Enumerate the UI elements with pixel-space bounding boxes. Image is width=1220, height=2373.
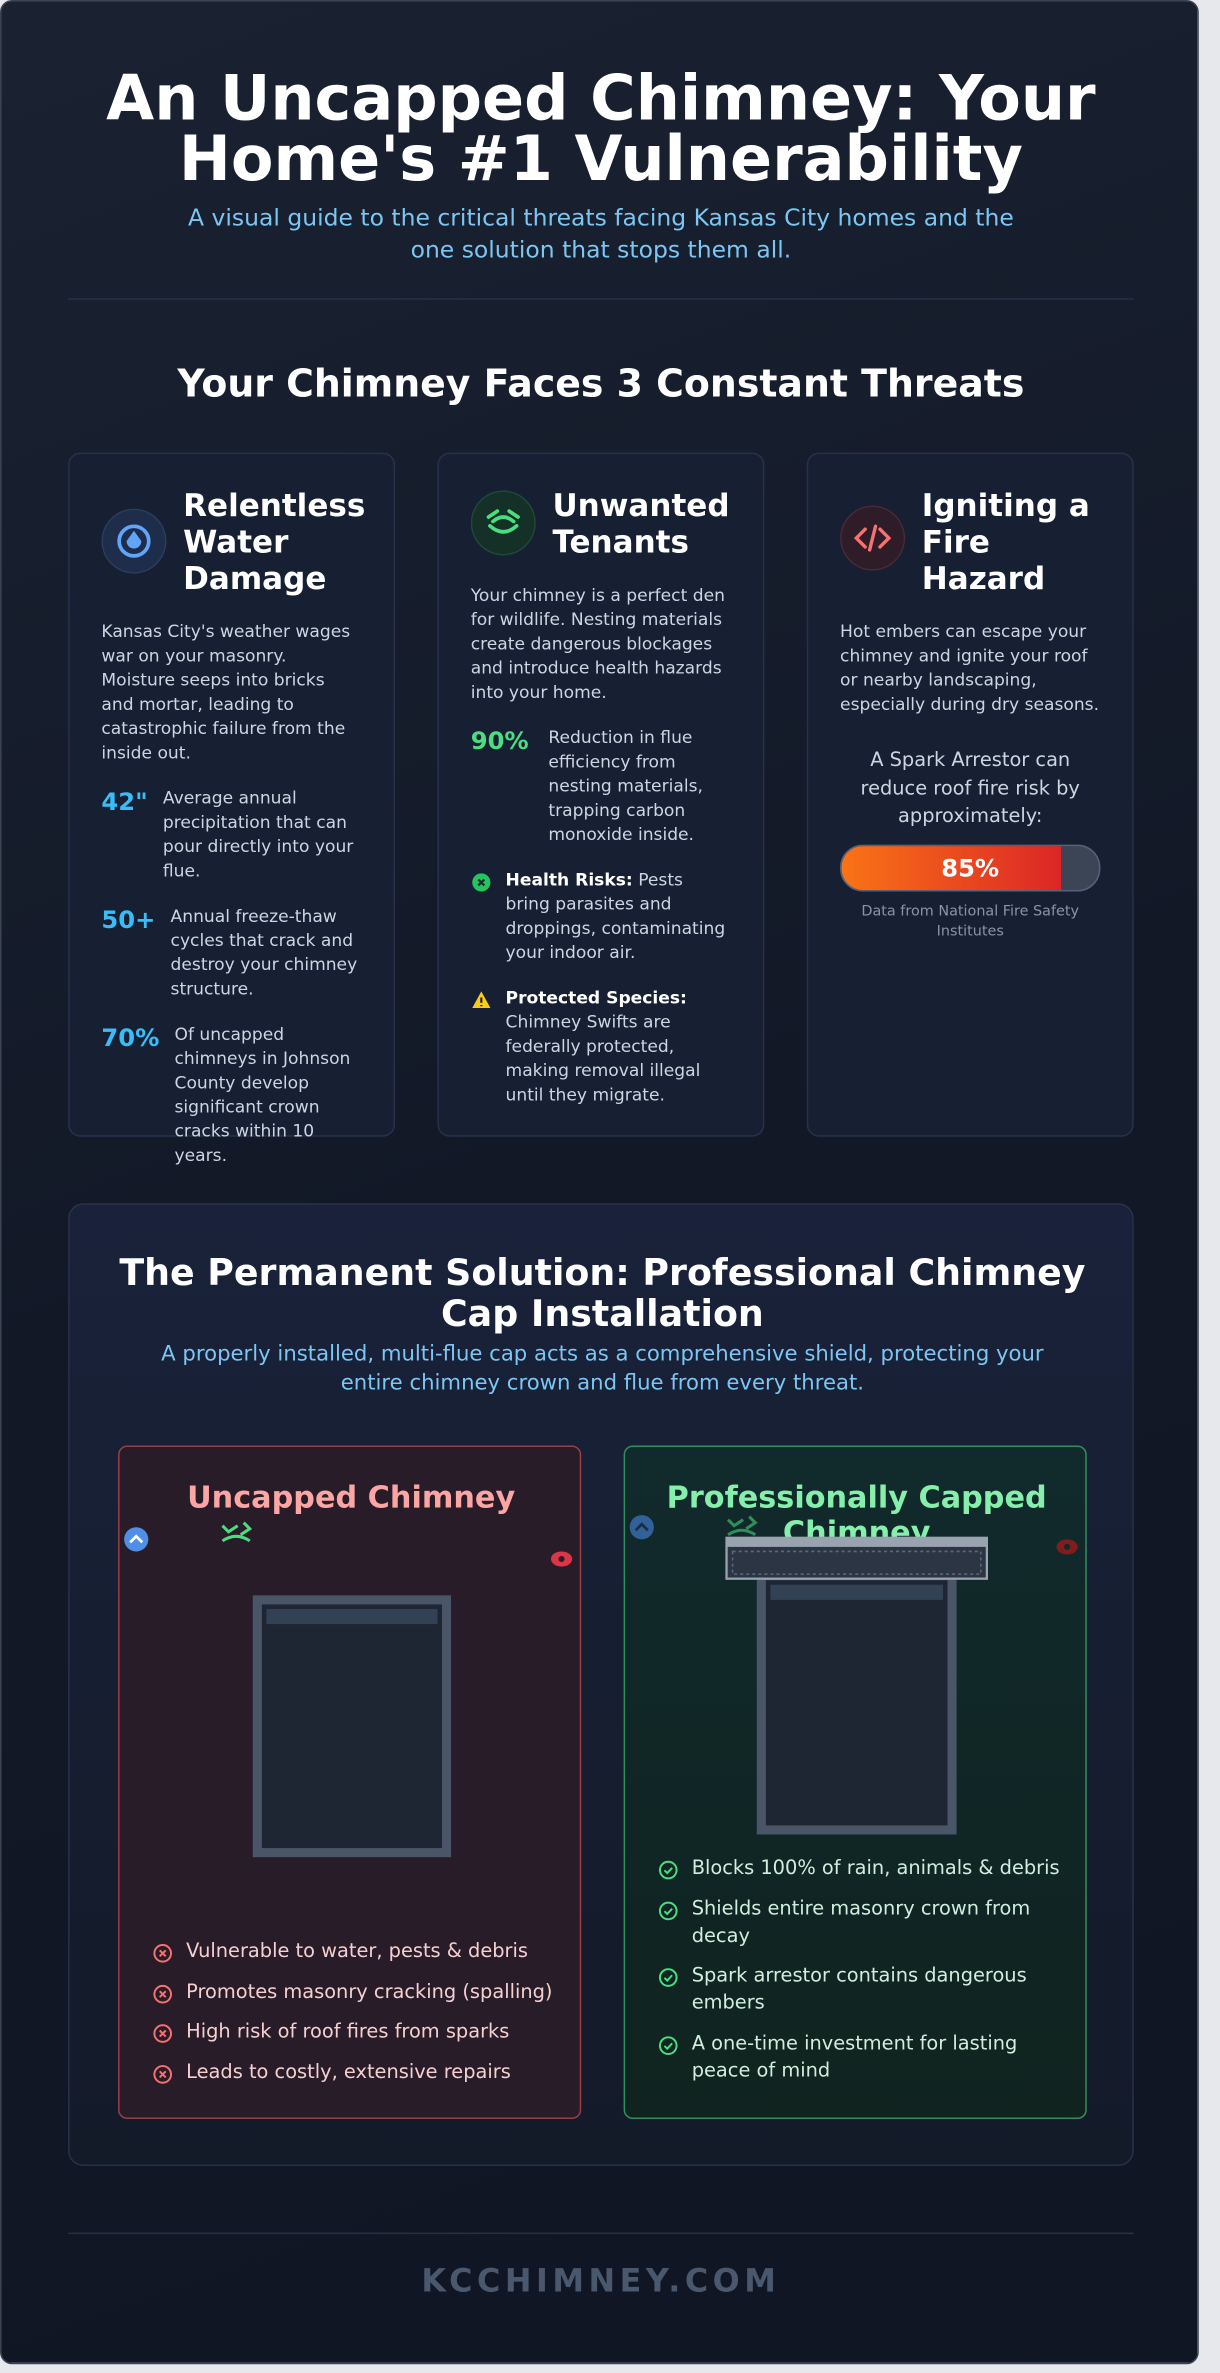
- benefit: A one-time investment for lasting peace …: [658, 2030, 1067, 2084]
- footer-brand: KCCHIMNEY.COM: [421, 2262, 781, 2300]
- stat-text: Annual freeze-thaw cycles that crack and…: [170, 906, 358, 999]
- divider: [68, 298, 1134, 300]
- benefit: Blocks 100% of rain, animals & debris: [658, 1856, 1067, 1883]
- issue: Leads to costly, extensive repairs: [153, 2059, 562, 2086]
- issue: Promotes masonry cracking (spalling): [153, 1979, 562, 2006]
- issue-text: High risk of roof fires from sparks: [186, 2020, 510, 2044]
- capped-panel: Professionally Capped Chimney Blocks 100…: [623, 1445, 1087, 2120]
- issue: Vulnerable to water, pests & debris: [153, 1939, 562, 1966]
- stat: 90% Reduction in flue efficiency from nes…: [471, 727, 731, 848]
- uncapped-panel: Uncapped Chimney Vulnerable to water, pe…: [118, 1445, 582, 2120]
- check-icon: [658, 1860, 678, 1880]
- stat-value: 90%: [470, 726, 529, 756]
- card-body: Your chimney is a perfect den for wildli…: [470, 585, 725, 703]
- subtitle: A visual guide to the critical threats f…: [187, 204, 1014, 264]
- warning-icon: [472, 991, 491, 1009]
- note-text: Protected Species: Chimney Swifts are fe…: [506, 987, 732, 1108]
- benefit-text: A one-time investment for lasting peace …: [691, 2032, 1018, 2082]
- card-title: Unwanted Tenants: [552, 487, 730, 561]
- benefit-text: Blocks 100% of rain, animals & debris: [691, 1857, 1060, 1880]
- card-body: Hot embers can escape your chimney and i…: [840, 622, 1100, 715]
- title: An Uncapped Chimney: Your Home's #1 Vuln…: [106, 62, 1096, 196]
- note-text: Health Risks: Pests bring parasites and …: [506, 869, 732, 966]
- note: Protected Species: Chimney Swifts are fe…: [471, 987, 731, 1108]
- stat: 70% Of uncapped chimneys in Johnson Count…: [101, 1023, 361, 1168]
- stat-value: 70%: [101, 1023, 160, 1052]
- note-body: Chimney Swifts are federally protected, …: [505, 1012, 701, 1105]
- water-icon: [101, 508, 167, 574]
- source: Data from National Fire Safety Institute…: [861, 902, 1080, 940]
- card-title: Relentless Water Damage: [183, 487, 366, 597]
- issue-text: Leads to costly, extensive repairs: [186, 2060, 511, 2084]
- threat-card: Unwanted Tenants Your chimney is a perfe…: [437, 452, 765, 1137]
- note-body: Pests bring parasites and droppings, con…: [505, 870, 726, 963]
- x-icon: [153, 1984, 173, 2003]
- spark-text: A Spark Arrestor can reduce roof fire ri…: [860, 749, 1080, 828]
- check-icon: [658, 2035, 678, 2055]
- fire-icon: [840, 505, 906, 571]
- divider: [68, 2232, 1134, 2235]
- capped-illustration: [629, 1515, 1078, 1835]
- note: Health Risks: Pests bring parasites and …: [471, 869, 731, 966]
- progress-fill: [841, 845, 1061, 890]
- threat-card: Relentless Water Damage Kansas City's we…: [68, 452, 396, 1165]
- stat: 50+ Annual freeze-thaw cycles that crack …: [101, 905, 361, 1002]
- pest-icon: [470, 490, 536, 556]
- uncapped-illustration: [124, 1521, 573, 1858]
- benefit-list: Blocks 100% of rain, animals & debris Sh…: [658, 1856, 1067, 2098]
- card-head: Igniting a Fire Hazard: [840, 487, 1100, 596]
- check-icon: [658, 1968, 678, 1987]
- benefit-text: Spark arrestor contains dangerous embers: [691, 1964, 1027, 2015]
- stat-text: Of uncapped chimneys in Johnson County d…: [174, 1024, 351, 1166]
- stat-value: 42": [101, 787, 148, 816]
- note-label: Protected Species:: [505, 988, 687, 1009]
- stat-text: Average annual precipitation that can po…: [162, 788, 354, 881]
- progress-label: 85%: [941, 852, 1000, 882]
- x-icon: [153, 1943, 173, 1963]
- threat-card: Igniting a Fire Hazard Hot embers can es…: [806, 452, 1134, 1137]
- x-icon: [153, 2024, 173, 2043]
- card-title: Igniting a Fire Hazard: [921, 487, 1090, 597]
- benefit: Shields entire masonry crown from decay: [658, 1896, 1067, 1950]
- issue-text: Promotes masonry cracking (spalling): [186, 1980, 553, 2004]
- benefit: Spark arrestor contains dangerous embers: [658, 1963, 1067, 2017]
- panel-title: Uncapped Chimney: [187, 1478, 516, 1516]
- stat: 42" Average annual precipitation that can…: [101, 787, 361, 884]
- card-head: Relentless Water Damage: [101, 487, 365, 596]
- card-head: Unwanted Tenants: [470, 487, 731, 561]
- infographic: An Uncapped Chimney: Your Home's #1 Vuln…: [0, 0, 1199, 2365]
- check-icon: [658, 1900, 678, 1920]
- issue: High risk of roof fires from sparks: [153, 2019, 562, 2046]
- note-label: Health Risks:: [505, 870, 633, 890]
- solution-subtitle: A properly installed, multi-flue cap act…: [161, 1342, 1044, 1396]
- solution-title: The Permanent Solution: Professional Chi…: [119, 1251, 1086, 1335]
- x-icon: [153, 2064, 173, 2083]
- card-body: Kansas City's weather wages war on your …: [101, 622, 351, 763]
- progress-track: 85%: [840, 843, 1101, 891]
- issue-list: Vulnerable to water, pests & debris Prom…: [153, 1939, 562, 2099]
- stat-text: Reduction in flue efficiency from nestin…: [548, 728, 703, 845]
- section-heading: Your Chimney Faces 3 Constant Threats: [177, 361, 1025, 406]
- x-icon: [472, 873, 491, 892]
- issue-text: Vulnerable to water, pests & debris: [186, 1940, 529, 1964]
- solution-box: The Permanent Solution: Professional Chi…: [68, 1203, 1134, 2166]
- benefit-text: Shields entire masonry crown from decay: [691, 1897, 1031, 1948]
- stat-value: 50+: [101, 905, 156, 934]
